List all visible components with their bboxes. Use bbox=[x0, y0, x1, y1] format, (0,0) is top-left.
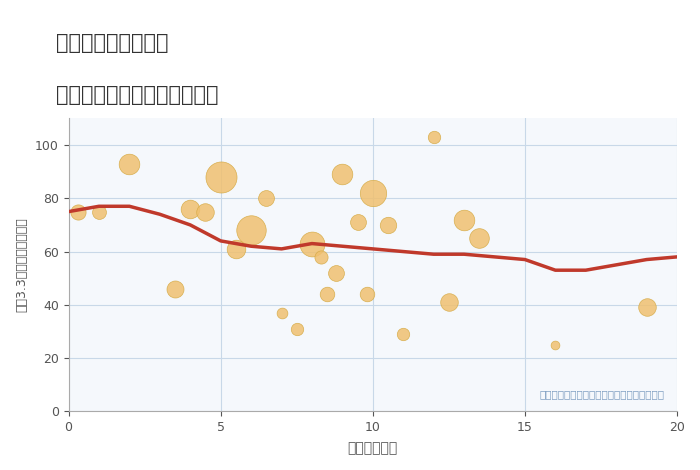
Point bbox=[550, 341, 561, 349]
Point bbox=[246, 227, 257, 234]
Point bbox=[398, 330, 409, 338]
Point bbox=[291, 325, 302, 333]
Point bbox=[260, 195, 272, 202]
Point bbox=[337, 171, 348, 178]
Point bbox=[428, 133, 440, 141]
Point bbox=[458, 216, 470, 223]
Text: 三重県伊賀市勝地の: 三重県伊賀市勝地の bbox=[56, 33, 169, 53]
Point bbox=[321, 290, 332, 298]
Point bbox=[276, 309, 287, 317]
Text: 円の大きさは、取引のあった物件面積を示す: 円の大きさは、取引のあった物件面積を示す bbox=[540, 390, 665, 400]
Point bbox=[316, 253, 327, 261]
Point bbox=[200, 208, 211, 215]
Point bbox=[307, 240, 318, 247]
X-axis label: 駅距離（分）: 駅距離（分） bbox=[348, 441, 398, 455]
Point bbox=[93, 208, 104, 215]
Text: 駅距離別中古マンション価格: 駅距離別中古マンション価格 bbox=[56, 85, 218, 105]
Point bbox=[185, 205, 196, 213]
Y-axis label: 坪（3.3㎡）単価（万円）: 坪（3.3㎡）単価（万円） bbox=[15, 218, 28, 312]
Point bbox=[361, 290, 372, 298]
Point bbox=[169, 285, 181, 293]
Point bbox=[230, 245, 241, 253]
Point bbox=[352, 219, 363, 226]
Point bbox=[443, 298, 454, 306]
Point bbox=[474, 235, 485, 242]
Point bbox=[72, 208, 83, 215]
Point bbox=[330, 269, 342, 277]
Point bbox=[368, 189, 379, 197]
Point bbox=[215, 173, 226, 181]
Point bbox=[124, 160, 135, 167]
Point bbox=[641, 304, 652, 311]
Point bbox=[382, 221, 393, 229]
